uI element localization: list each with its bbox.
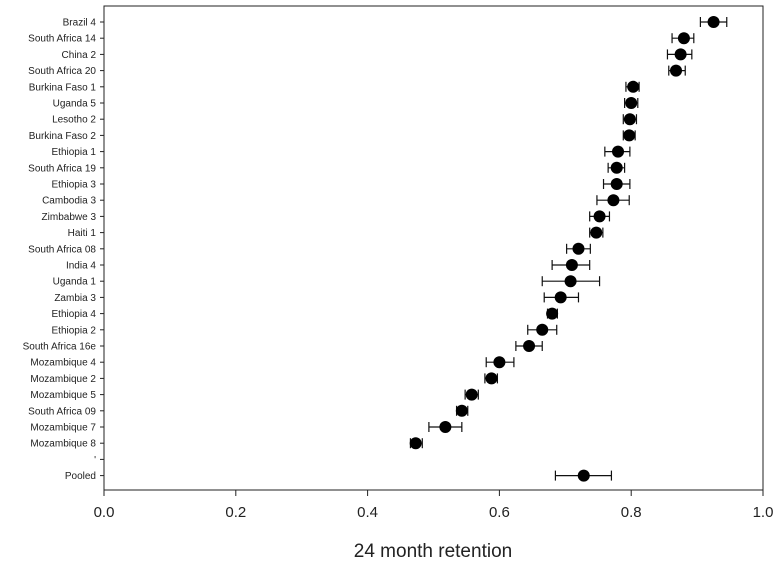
plot-frame: [103, 5, 764, 491]
data-point-group: [602, 178, 631, 190]
data-point-group: [485, 356, 515, 369]
data-point: [565, 259, 578, 271]
category-label: South Africa 16e: [23, 342, 97, 353]
data-point-group: [546, 307, 559, 320]
category-label: India 4: [66, 261, 96, 272]
data-point-group: [604, 145, 631, 158]
category-label: Pooled: [65, 471, 96, 482]
data-point: [625, 97, 638, 109]
data-point: [627, 80, 640, 93]
category-label: Ethiopia 1: [52, 147, 97, 158]
category-label: Mozambique 5: [30, 390, 96, 401]
x-tick-label: 0.0: [94, 504, 115, 521]
data-point: [677, 32, 690, 45]
x-axis: 0.0 0.2 0.4 0.6 0.8 1.0: [94, 490, 774, 521]
data-point: [610, 178, 623, 190]
category-label: Ethiopia 4: [52, 309, 97, 320]
data-point: [707, 16, 720, 28]
data-point-group: [484, 372, 499, 385]
data-point: [409, 437, 422, 450]
data-point: [610, 161, 623, 174]
category-label: South Africa 08: [28, 244, 96, 255]
data-point: [554, 291, 567, 304]
category-label: Zambia 3: [54, 293, 96, 304]
data-point: [564, 275, 577, 288]
category-label: Burkina Faso 2: [29, 131, 97, 142]
category-label: Zimbabwe 3: [42, 212, 97, 223]
data-point: [493, 356, 506, 369]
category-label: ': [94, 455, 96, 466]
category-label: Burkina Faso 1: [29, 82, 97, 93]
category-axis: Brazil 4 South Africa 14 China 2 South Afri…: [23, 18, 104, 482]
data-point-group: [543, 291, 580, 304]
data-point-group: [464, 388, 479, 401]
category-label: South Africa 20: [28, 66, 96, 77]
data-point: [465, 388, 478, 401]
category-label: Mozambique 4: [30, 358, 96, 369]
data-point-group: [596, 194, 630, 207]
category-label: Lesotho 2: [52, 115, 96, 126]
data-point: [536, 323, 549, 336]
data-point: [593, 210, 606, 223]
data-point: [572, 242, 585, 255]
x-tick-label: 0.2: [225, 504, 246, 521]
category-label: Mozambique 2: [30, 374, 96, 385]
data-point: [485, 372, 498, 385]
data-point-group: [554, 469, 613, 482]
data-point: [674, 48, 687, 61]
data-point-group: [409, 437, 423, 450]
category-label: Mozambique 8: [30, 439, 96, 450]
data-point-group: [624, 97, 639, 109]
category-label: South Africa 14: [28, 34, 96, 45]
data-point-group: [551, 259, 591, 271]
category-label: Mozambique 7: [30, 423, 96, 434]
data-point-group: [671, 32, 695, 45]
data-point: [577, 469, 590, 482]
data-point-group: [566, 242, 591, 255]
data-point-group: [515, 340, 543, 352]
category-label: Cambodia 3: [42, 196, 96, 207]
data-point-group: [527, 323, 558, 336]
data-point-group: [428, 421, 463, 433]
data-point: [523, 340, 536, 352]
data-point-group: [589, 210, 611, 223]
data-point: [670, 64, 683, 77]
x-tick-label: 0.8: [621, 504, 642, 521]
category-label: Uganda 1: [53, 277, 97, 288]
data-point: [612, 145, 625, 158]
data-point-group: [589, 226, 604, 239]
data-point-group: [455, 404, 469, 417]
category-label: Ethiopia 2: [52, 325, 97, 336]
data-point-group: [622, 113, 638, 126]
category-label: Uganda 5: [53, 99, 97, 110]
data-point-group: [625, 80, 640, 93]
x-tick-label: 1.0: [753, 504, 774, 521]
category-label: South Africa 19: [28, 163, 96, 174]
data-point: [439, 421, 452, 433]
category-label: South Africa 09: [28, 406, 96, 417]
category-label: Haiti 1: [68, 228, 97, 239]
data-point-group: [699, 16, 728, 28]
category-label: Brazil 4: [63, 18, 97, 29]
data-point: [590, 226, 603, 239]
category-label: Ethiopia 3: [52, 180, 97, 191]
data-point-group: [666, 48, 693, 61]
x-tick-label: 0.6: [489, 504, 510, 521]
data-point: [623, 129, 636, 142]
data-point-group: [541, 275, 601, 288]
x-tick-label: 0.4: [357, 504, 378, 521]
category-label: China 2: [62, 50, 97, 61]
data-point: [607, 194, 620, 207]
data-point-group: [622, 129, 636, 142]
x-axis-title: 24 month retention: [354, 541, 512, 562]
data-point: [546, 307, 559, 320]
data-point: [623, 113, 636, 126]
data-point-group: [607, 161, 626, 174]
data-point: [455, 404, 468, 417]
data-point-group: [668, 64, 686, 77]
data-marks: [409, 16, 728, 482]
